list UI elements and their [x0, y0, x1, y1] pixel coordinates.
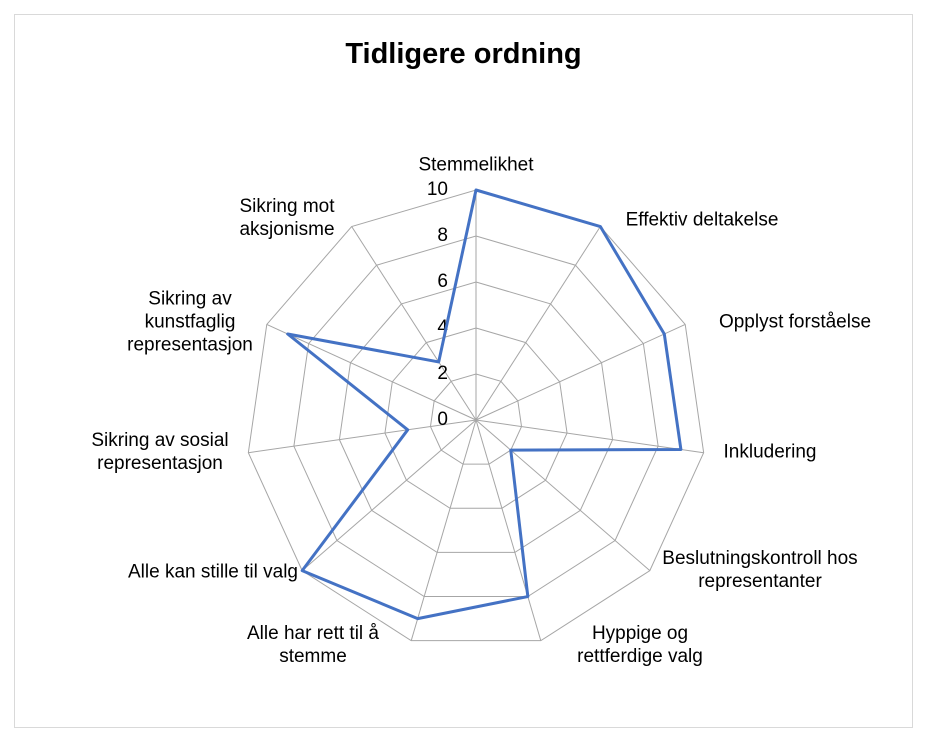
- tick-label: 8: [437, 225, 448, 246]
- category-label: Alle har rett til å stemme: [247, 623, 379, 667]
- spoke: [410, 419, 477, 641]
- tick-label: 6: [437, 271, 448, 292]
- spoke: [266, 323, 477, 421]
- category-label: Effektiv deltakelse: [625, 209, 779, 231]
- category-label: Sikring av sosial representasjon: [91, 430, 229, 474]
- chart-border: [14, 14, 913, 728]
- grid-ring: [293, 235, 659, 598]
- spoke: [475, 419, 704, 454]
- category-label: Hyppige og rettferdige valg: [577, 623, 703, 667]
- spoke: [475, 226, 601, 421]
- grid-ring: [338, 281, 614, 553]
- spoke: [248, 419, 477, 454]
- category-label: Sikring av kunstfaglig representasjon: [127, 288, 253, 356]
- category-label: Beslutningskontroll hos representanter: [662, 548, 858, 592]
- spoke: [475, 419, 542, 641]
- spoke: [301, 419, 477, 571]
- grid-ring: [384, 327, 568, 509]
- category-label: Stemmelikhet: [418, 154, 534, 176]
- chart-title: Tidligere ordning: [345, 38, 582, 70]
- category-label: Alle kan stille til valg: [127, 561, 299, 583]
- tick-label: 0: [437, 409, 448, 430]
- grid-ring: [429, 373, 523, 465]
- tick-label: 10: [427, 179, 448, 200]
- category-label: Sikring mot aksjonisme: [239, 196, 335, 240]
- spoke: [351, 226, 477, 421]
- data-line: [286, 188, 683, 621]
- grid-ring: [247, 189, 705, 642]
- spoke: [475, 323, 686, 421]
- category-label: Opplyst forståelse: [718, 311, 872, 333]
- spoke: [475, 419, 651, 571]
- tick-label: 2: [437, 363, 448, 384]
- category-label: Inkludering: [723, 441, 817, 463]
- tick-label: 4: [437, 317, 448, 338]
